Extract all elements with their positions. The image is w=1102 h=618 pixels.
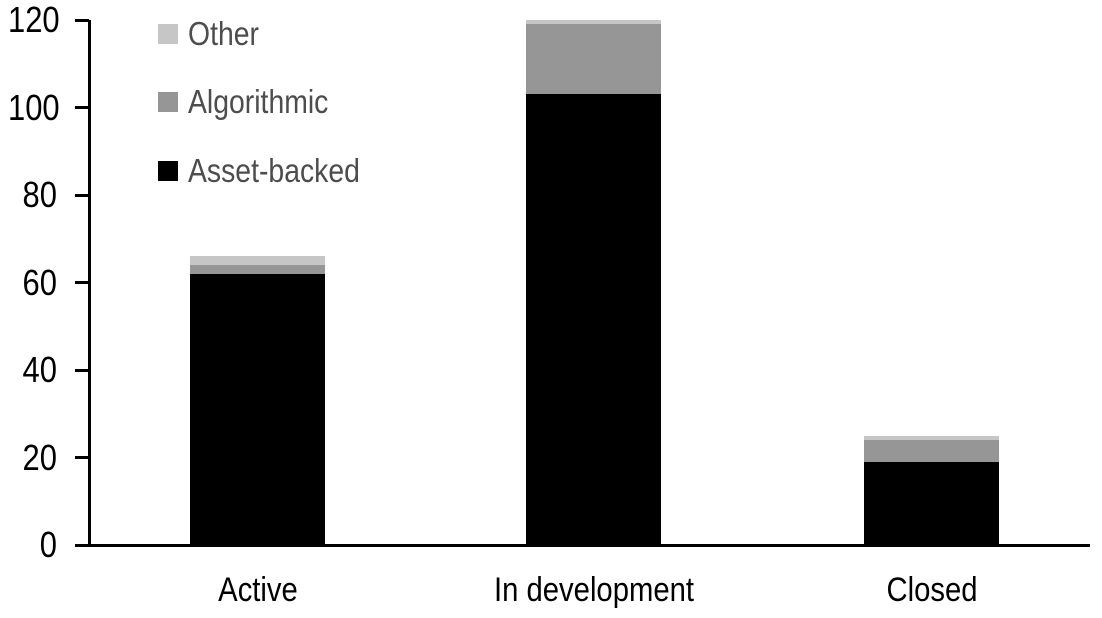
legend-swatch-asset-backed (158, 161, 178, 181)
y-tick-mark (75, 456, 89, 459)
legend-swatch-algorithmic (158, 92, 178, 112)
legend-label: Algorithmic (188, 83, 329, 120)
x-category-label: Active (217, 571, 298, 609)
x-category-label: In development (493, 571, 694, 609)
x-category-label: Closed (885, 571, 978, 609)
y-tick-mark (75, 193, 89, 197)
y-tick-mark (75, 368, 89, 372)
legend-label: Other (188, 15, 259, 52)
y-tick-label: 20 (22, 436, 57, 478)
y-tick-label: 0 (39, 524, 57, 565)
y-tick-mark (75, 106, 89, 109)
bar-segment-algorithmic (864, 440, 999, 462)
x-axis-line (75, 544, 1090, 547)
y-tick-label: 80 (22, 174, 57, 215)
y-tick-mark (75, 281, 89, 284)
bar-segment-asset-backed (864, 461, 999, 545)
y-tick-mark (75, 18, 89, 22)
bar-segment-other (190, 256, 325, 265)
bar-segment-other (526, 20, 661, 25)
bar-segment-algorithmic (190, 265, 325, 274)
legend-item: Algorithmic (158, 83, 351, 120)
y-tick-mark (75, 543, 89, 547)
legend-item: Other (158, 15, 271, 52)
legend-label: Asset-backed (188, 152, 360, 189)
y-tick-label: 120 (7, 0, 60, 40)
y-axis-line (88, 20, 91, 547)
bar-segment-algorithmic (526, 24, 661, 95)
y-tick-label: 60 (22, 261, 57, 303)
bar-segment-asset-backed (526, 94, 661, 545)
bar-segment-asset-backed (190, 273, 325, 545)
bar-segment-other (864, 435, 999, 440)
legend-swatch-other (158, 24, 178, 44)
legend-item: Asset-backed (158, 152, 388, 189)
y-tick-label: 40 (22, 349, 57, 390)
y-tick-label: 100 (7, 86, 60, 128)
